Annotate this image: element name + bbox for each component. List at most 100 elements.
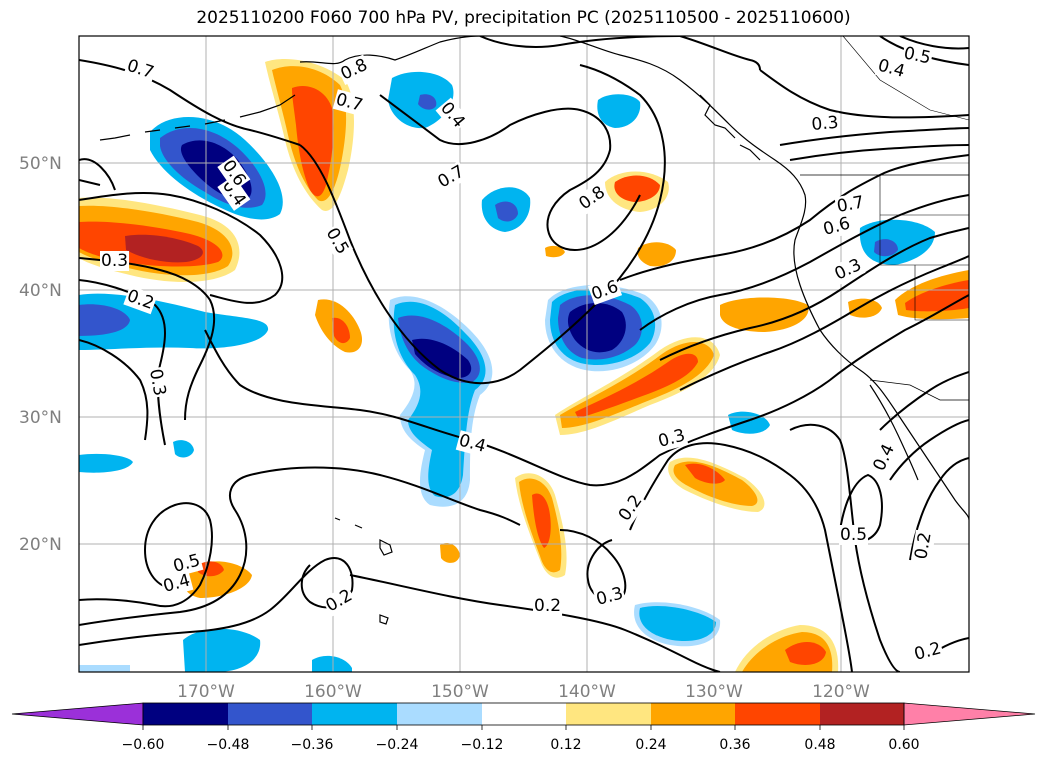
contour-line [79, 466, 521, 626]
contour-label: 0.2 [911, 531, 935, 561]
longitude-tick-labels: 170°W 160°W 150°W 140°W 130°W 120°W [177, 682, 870, 702]
contour-label-halo [911, 638, 945, 666]
map-title: 2025110200 F060 700 hPa PV, precipitatio… [196, 8, 851, 28]
negative-anomaly-south-west [79, 453, 133, 473]
contour-line [79, 339, 149, 441]
contour-label-halo [911, 529, 936, 562]
contour-label-halo [435, 97, 470, 133]
positive-anomaly-coast [720, 297, 809, 332]
contour-line [79, 59, 301, 146]
contour-label: 0.5 [840, 525, 867, 545]
positive-anomaly-small-5 [440, 543, 460, 563]
contour-label-halo [587, 276, 623, 306]
border-canada-inland [842, 36, 969, 121]
coastlines [99, 36, 969, 625]
colorbar-label: 0.12 [550, 737, 581, 753]
contour-line [779, 127, 969, 146]
pv-contours [79, 36, 969, 672]
colorbar-frame [142, 702, 905, 726]
precipitation-shading [79, 59, 969, 672]
contour-label: 0.4 [161, 571, 192, 597]
contour-label-halo [820, 213, 854, 241]
contour-label: 0.7 [435, 161, 468, 192]
contour-label-halo [809, 112, 841, 136]
positive-anomaly-small-4 [848, 298, 882, 318]
negative-anomaly-south-3 [312, 655, 352, 672]
longitude-tick: 130°W [685, 682, 743, 702]
colorbar-label: 0.24 [635, 737, 666, 753]
colorbar-segment [143, 703, 228, 725]
positive-anomaly-south-2-core [532, 493, 551, 548]
contour-line [79, 158, 116, 191]
negative-anomaly-small-3 [173, 440, 194, 458]
contour-label-halo [868, 440, 900, 476]
contour-label-halo [455, 430, 489, 458]
colorbar-tick-marks [142, 725, 905, 730]
contour-line [379, 94, 641, 251]
contour-label: 0.5 [322, 225, 353, 258]
colorbar-label: −0.24 [376, 737, 419, 753]
contour-label-halo [123, 55, 158, 84]
coastline-baja [869, 384, 919, 481]
latitude-tick-labels: 50°N 40°N 30°N 20°N [19, 154, 62, 555]
hawaii-islands [334, 517, 393, 556]
contour-line [789, 144, 969, 161]
longitude-tick: 150°W [431, 682, 489, 702]
contour-label-halo [900, 43, 934, 69]
contour-line [679, 36, 761, 71]
contour-labels: 0.7 0.8 0.7 0.4 0.5 0.4 0.3 0.6 0.5 0.3 … [100, 43, 945, 666]
contour-label-halo [593, 583, 627, 611]
contour-label-halo [321, 584, 357, 617]
colorbar-label: −0.12 [461, 737, 504, 753]
positive-anomaly-south-1-core [685, 463, 725, 484]
contour-label-halo [123, 285, 158, 315]
contour-label-halo [614, 490, 648, 526]
negative-anomaly-west-core [79, 304, 130, 336]
negative-anomaly-west [79, 293, 269, 350]
negative-anomaly-south-2 [79, 665, 130, 672]
contour-label: 0.7 [835, 193, 865, 217]
positive-anomaly-north-core [292, 86, 334, 197]
coastline-bc-islands [699, 94, 761, 161]
contour-label-halo [217, 155, 251, 191]
negative-anomaly-south-1 [183, 628, 261, 672]
colorbar-label: −0.60 [122, 737, 165, 753]
positive-anomaly-west-band-core [125, 234, 203, 263]
positive-anomaly-central-core [332, 317, 350, 344]
colorbar-extend-high [903, 702, 1036, 726]
positive-anomaly-east-band-core [575, 353, 698, 418]
positive-anomaly-south-3-core [785, 641, 826, 665]
contour-line [299, 64, 666, 385]
contour-label-halo [100, 251, 130, 271]
contour-label: 0.6 [821, 214, 852, 240]
contour-label: 0.3 [594, 584, 625, 610]
contour-line [619, 154, 969, 281]
contour-line [79, 191, 284, 304]
longitude-tick: 170°W [177, 682, 235, 702]
colorbar-segment [566, 703, 651, 725]
contour-line [659, 227, 969, 361]
latitude-tick: 40°N [19, 281, 62, 301]
contour-line [629, 442, 853, 672]
negative-anomaly-small-1-core [495, 201, 518, 222]
contour-label-halo [533, 596, 563, 616]
contour-line [889, 419, 969, 481]
contour-line [899, 36, 969, 50]
contour-label: 0.2 [534, 596, 561, 616]
colorbar-label: 0.36 [719, 737, 750, 753]
colorbar-segment [312, 703, 397, 725]
negative-anomaly-small-2 [597, 94, 641, 128]
colorbar-segment [820, 703, 904, 725]
contour-label: 0.4 [869, 441, 899, 474]
positive-anomaly-small-1-core [614, 175, 660, 202]
contour-line [749, 294, 969, 421]
positive-anomaly-small-3 [545, 245, 565, 258]
contour-line [79, 279, 166, 446]
colorbar-segment [651, 703, 735, 725]
contour-label-halo [160, 570, 194, 598]
negative-anomaly-gulf-alaska-core [418, 94, 437, 110]
contour-line [639, 194, 969, 331]
longitude-tick: 120°W [812, 682, 870, 702]
negative-anomaly-south-4-core [639, 605, 716, 642]
contour-line [479, 36, 681, 48]
